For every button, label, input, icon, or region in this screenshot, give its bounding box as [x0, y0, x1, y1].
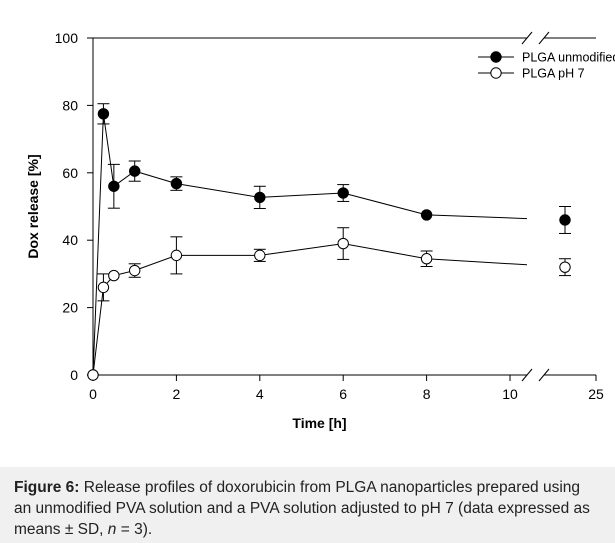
y-tick-label: 20	[62, 300, 78, 316]
data-point-filled	[254, 191, 266, 204]
y-tick-label: 80	[62, 97, 78, 113]
x-tick-label: 8	[423, 386, 431, 402]
y-tick-label: 0	[70, 367, 78, 383]
legend-marker	[490, 67, 502, 79]
axis-break-mark	[521, 31, 533, 45]
axis-break-mark	[521, 368, 533, 382]
data-point-filled	[108, 180, 120, 192]
data-point-open	[337, 237, 349, 250]
data-point-open	[170, 249, 183, 262]
data-point-open	[559, 261, 571, 273]
data-point-filled	[129, 165, 141, 177]
x-tick-label: 2	[173, 386, 181, 402]
data-point-filled	[97, 108, 110, 120]
series-line	[92, 243, 528, 376]
legend-label: PLGA unmodified	[522, 51, 615, 65]
data-point-filled	[337, 187, 349, 199]
y-tick-label: 60	[62, 165, 78, 181]
release-profile-chart: 0 20 40 60 80 100 0 2 4 6 8 10 25 Time [h] Dox release…	[25, 30, 615, 431]
axis-break-mark	[538, 31, 550, 45]
axis-break-mark	[538, 368, 550, 382]
x-tick-label: 6	[339, 386, 347, 402]
x-tick-label: 25	[588, 386, 604, 402]
caption-text-1: Release profiles of doxorubicin from PLG…	[14, 479, 590, 538]
x-tick-label: 0	[89, 386, 97, 402]
caption-n-symbol: n	[107, 521, 117, 538]
y-axis-label: Dox release [%]	[25, 154, 41, 258]
data-point-open	[97, 281, 110, 294]
figure-caption: Figure 6: Release profiles of doxorubici…	[0, 467, 615, 543]
data-point-open	[254, 249, 266, 262]
series-line	[92, 113, 528, 376]
x-tick-label: 4	[256, 386, 264, 402]
data-point-open	[87, 369, 99, 381]
data-point-filled	[420, 209, 433, 221]
caption-text-2: = 3).	[116, 521, 153, 538]
data-point-open	[129, 264, 141, 277]
data-point-open	[420, 253, 433, 265]
data-point-open	[108, 269, 120, 282]
x-axis-label: Time [h]	[292, 415, 346, 431]
y-tick-label: 100	[55, 30, 79, 46]
legend-marker	[490, 51, 502, 63]
caption-label: Figure 6:	[14, 479, 80, 496]
data-point-filled	[559, 214, 571, 226]
y-tick-label: 40	[62, 232, 78, 248]
data-point-filled	[170, 177, 183, 190]
x-tick-label: 10	[502, 386, 518, 402]
legend-label: PLGA pH 7	[522, 67, 585, 81]
